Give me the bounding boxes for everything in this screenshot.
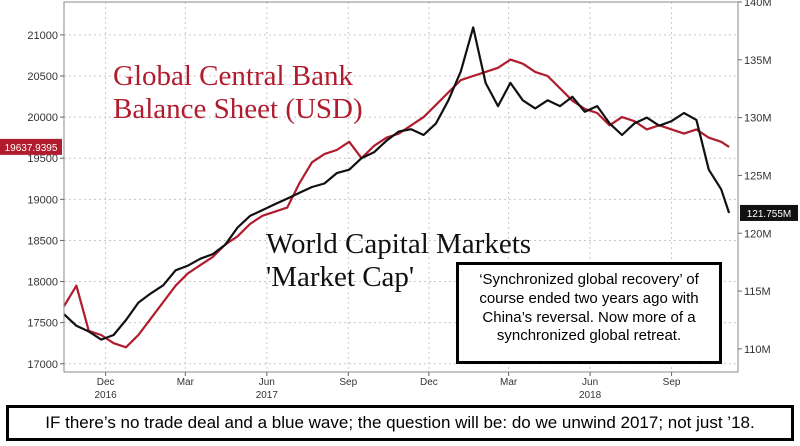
chart-axes: 17000 17500 18000 18500 19000 19500 20000 20500… xyxy=(0,0,798,401)
x-tick-label: Sep xyxy=(663,377,681,388)
x-tick-label: Mar xyxy=(177,377,195,388)
x-tick-label: Dec xyxy=(97,377,115,388)
y-right-tick-label: 120M xyxy=(744,228,772,240)
capital-markets-series-label: World Capital Markets 'Market Cap' xyxy=(266,228,531,295)
x-tick-label: Mar xyxy=(500,377,518,388)
y-left-tick-label: 19000 xyxy=(27,194,58,206)
y-left-tick-label: 21000 xyxy=(27,30,58,42)
x-tick-label: Dec xyxy=(420,377,438,388)
footer-caption: IF there’s no trade deal and a blue wave… xyxy=(6,405,794,441)
y-left-tick-label: 17500 xyxy=(27,318,58,330)
plot-frame xyxy=(63,1,739,373)
y-left-tick-label: 18000 xyxy=(27,277,58,289)
market-cap-last-value-badge xyxy=(740,204,798,221)
central-bank-label-line-1: Global Central Bank xyxy=(113,60,354,92)
x-tick-label: Jun xyxy=(259,377,275,388)
central-bank-last-value-label: 19637.9395 xyxy=(5,143,58,154)
market-cap-series-line xyxy=(63,26,731,341)
y-left-tick-label: 20500 xyxy=(27,71,58,83)
x-year-label: 2018 xyxy=(579,390,602,401)
y-left-tick-label: 19500 xyxy=(27,153,58,165)
y-right-tick-label: 115M xyxy=(744,286,771,298)
y-right-tick-label: 135M xyxy=(744,55,772,67)
y-right-tick-label: 125M xyxy=(744,170,772,182)
annotation-note: ‘Synchronized global recovery’ of course… xyxy=(456,262,722,364)
central-bank-series-label: Global Central Bank Balance Sheet (USD) xyxy=(113,60,363,127)
x-tick-label: Sep xyxy=(339,377,357,388)
y-left-tick-label: 20000 xyxy=(27,112,58,124)
chart-series-layer xyxy=(63,26,731,349)
x-tick-label: Jun xyxy=(582,377,598,388)
capital-markets-label-line-2: 'Market Cap' xyxy=(266,261,415,294)
x-year-label: 2016 xyxy=(95,390,118,401)
y-right-tick-label: 130M xyxy=(744,113,772,125)
capital-markets-label-line-1: World Capital Markets xyxy=(266,228,532,260)
central-bank-label-line-2: Balance Sheet (USD) xyxy=(113,93,363,126)
y-left-tick-label: 18500 xyxy=(27,235,58,247)
y-left-tick-label: 17000 xyxy=(27,359,58,371)
y-right-tick-label: 110M xyxy=(744,344,771,356)
y-right-tick-label: 140M xyxy=(744,0,772,9)
central-bank-series-line xyxy=(63,58,730,349)
x-year-label: 2017 xyxy=(256,390,279,401)
central-bank-last-value-badge xyxy=(0,138,62,155)
market-cap-last-value-label: 121.755M xyxy=(747,209,791,220)
